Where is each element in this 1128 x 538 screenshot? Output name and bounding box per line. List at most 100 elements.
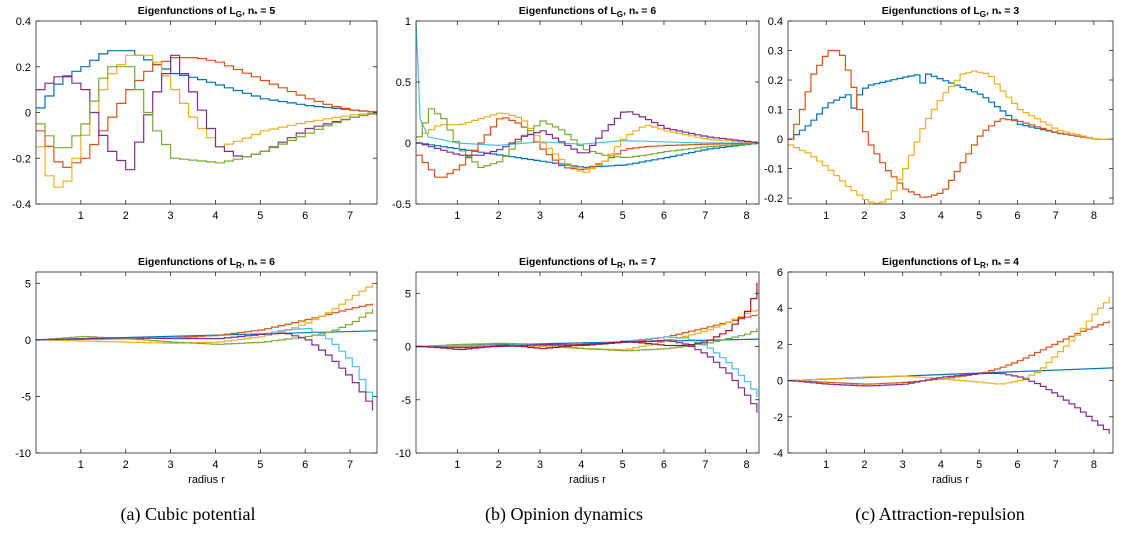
x-tick-label: 5 <box>976 210 982 222</box>
x-tick-label: 6 <box>302 459 308 471</box>
y-tick-label: -0.2 <box>12 153 31 165</box>
series-line-2 <box>788 320 1110 385</box>
x-tick-label: 4 <box>212 459 218 471</box>
y-tick-label: -0.5 <box>392 199 411 211</box>
y-tick-label: 0.5 <box>396 77 411 89</box>
axes-frame <box>415 271 760 454</box>
series-line-3 <box>788 70 1110 204</box>
x-tick-label: 7 <box>702 459 708 471</box>
x-tick-label: 5 <box>257 210 263 222</box>
x-tick-label: 4 <box>212 210 218 222</box>
subplot-title: Eigenfunctions of LG, n* = 3 <box>882 5 1020 19</box>
y-tick-label: 6 <box>777 267 783 279</box>
caption-b: (b) Opinion dynamics <box>485 504 643 524</box>
y-tick-label: 5 <box>25 278 31 290</box>
y-tick-label: 0.1 <box>768 105 783 117</box>
subplot-title: Eigenfunctions of LR, n* = 7 <box>519 256 656 270</box>
y-tick-label: -0.4 <box>12 199 31 211</box>
series-line-6 <box>36 332 374 411</box>
x-tick-label: 2 <box>861 210 867 222</box>
y-tick-label: 0 <box>777 134 783 146</box>
x-tick-label: 1 <box>78 210 84 222</box>
series-line-5 <box>416 336 758 398</box>
x-tick-label: 5 <box>620 210 626 222</box>
series-line-3 <box>416 117 758 178</box>
x-tick-label: 1 <box>454 210 460 222</box>
series-line-4 <box>416 112 758 173</box>
x-axis-label: radius r <box>188 474 225 486</box>
x-tick-label: 7 <box>1053 210 1059 222</box>
subplot-title: Eigenfunctions of LG, n* = 5 <box>138 5 276 19</box>
series-line-6 <box>416 339 758 413</box>
x-tick-label: 3 <box>537 210 543 222</box>
y-tick-label: -5 <box>21 391 31 403</box>
y-tick-label: 0.3 <box>768 46 783 58</box>
x-tick-label: 6 <box>302 210 308 222</box>
caption-c: (c) Attraction-repulsion <box>855 504 1025 524</box>
x-tick-label: 3 <box>168 459 174 471</box>
y-tick-label: -10 <box>395 448 411 460</box>
y-tick-label: 2 <box>777 339 783 351</box>
x-tick-label: 2 <box>496 210 502 222</box>
x-tick-label: 3 <box>900 459 906 471</box>
y-tick-label: 5 <box>405 288 411 300</box>
x-tick-label: 1 <box>823 459 829 471</box>
x-tick-label: 2 <box>861 459 867 471</box>
x-tick-label: 2 <box>123 459 129 471</box>
x-tick-label: 2 <box>496 459 502 471</box>
series-line-6 <box>416 111 758 156</box>
x-tick-label: 4 <box>938 459 944 471</box>
x-tick-label: 6 <box>661 459 667 471</box>
x-tick-label: 8 <box>1091 459 1097 471</box>
axes-frame <box>787 271 1114 454</box>
y-tick-label: 0 <box>405 342 411 354</box>
subplot-3: 1 2 3 4 5 6 7 8 -0.2 -0.1 0 0.1 0.2 0.3 0.4 Eigenfuncti… <box>764 5 1114 222</box>
x-tick-label: 8 <box>744 459 750 471</box>
y-tick-label: 0.4 <box>16 16 31 28</box>
y-tick-label: 0.2 <box>768 75 783 87</box>
series-line-5 <box>36 66 377 164</box>
x-tick-label: 7 <box>347 210 353 222</box>
x-tick-label: 2 <box>123 210 129 222</box>
y-tick-label: 0.2 <box>16 62 31 74</box>
series-line-5 <box>36 328 374 405</box>
subplot-2: 1 2 3 4 5 6 7 8 -0.5 0 0.5 1 Eigenfunctions of LG, n… <box>392 5 760 222</box>
x-tick-label: 5 <box>620 459 626 471</box>
x-tick-label: 3 <box>900 210 906 222</box>
subplot-title: Eigenfunctions of LR, n* = 4 <box>882 256 1019 270</box>
x-tick-label: 6 <box>661 210 667 222</box>
subplot-5: 1 2 3 4 5 6 7 8 -10 -5 0 5 Eigenfunctions of LR, n* … <box>395 256 760 486</box>
x-tick-label: 7 <box>347 459 353 471</box>
x-tick-label: 6 <box>1014 459 1020 471</box>
y-tick-label: 0.4 <box>768 16 783 28</box>
x-tick-label: 3 <box>537 459 543 471</box>
y-tick-label: -0.2 <box>764 193 783 205</box>
subplot-4: 1 2 3 4 5 6 7 -10 -5 0 5 Eigenfunctions of LR, n* =… <box>15 256 378 486</box>
x-tick-label: 5 <box>257 459 263 471</box>
figure-canvas: 1 2 3 4 5 6 7 -0.4 -0.2 0 0.2 0.4 Eigenfunctions of … <box>12 5 1114 486</box>
y-tick-label: -5 <box>401 395 411 407</box>
y-tick-label: 0 <box>405 138 411 150</box>
series-line-2 <box>36 57 377 168</box>
series-line-7 <box>416 282 758 351</box>
series-line-2 <box>788 49 1110 198</box>
x-tick-label: 7 <box>1053 459 1059 471</box>
x-tick-label: 1 <box>823 210 829 222</box>
axes-frame <box>415 20 760 205</box>
y-tick-label: -4 <box>773 448 783 460</box>
x-tick-label: 4 <box>578 210 584 222</box>
x-tick-label: 4 <box>578 459 584 471</box>
x-tick-label: 7 <box>702 210 708 222</box>
x-tick-label: 6 <box>1014 210 1020 222</box>
y-tick-label: 0 <box>25 108 31 120</box>
series-line-3 <box>36 282 374 344</box>
series-line-2 <box>36 303 374 341</box>
x-tick-label: 8 <box>1091 210 1097 222</box>
y-tick-label: -0.1 <box>764 164 783 176</box>
x-axis-label: radius r <box>569 474 606 486</box>
series-line-3 <box>788 297 1110 385</box>
y-tick-label: 0 <box>25 335 31 347</box>
axes-frame <box>35 271 378 454</box>
series-line-1 <box>36 50 377 113</box>
series-line-1 <box>788 73 1110 140</box>
